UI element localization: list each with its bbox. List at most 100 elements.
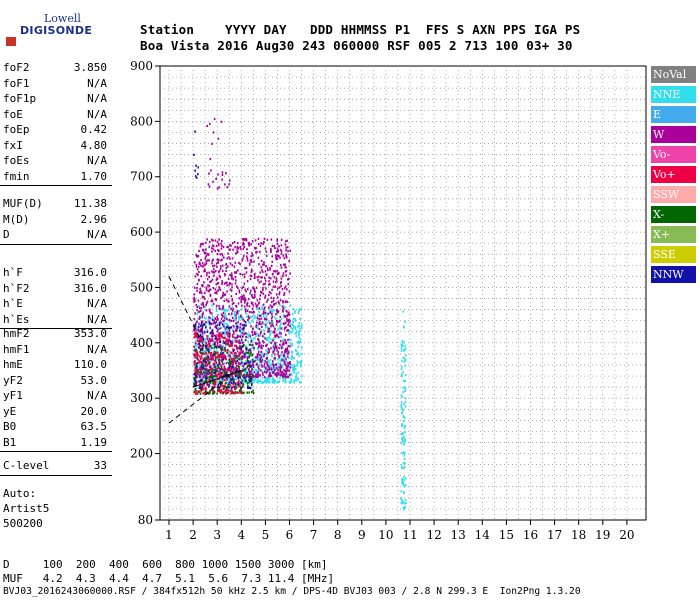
echo-point [282,363,284,366]
echo-point [201,372,204,376]
echo-point [260,346,262,349]
echo-point [402,379,405,382]
echo-point [233,271,236,274]
echo-point [208,259,210,262]
echo-point [211,278,214,281]
echo-point [269,333,271,336]
echo-point [265,250,268,253]
echo-point [227,326,230,330]
echo-point [261,347,263,350]
echo-point [211,368,214,371]
echo-point [200,368,203,371]
echo-point [280,318,283,321]
echo-point [256,276,259,279]
echo-point [212,271,215,274]
echo-point [221,264,224,267]
echo-point [279,361,282,364]
echo-point [270,347,272,350]
echo-point [287,361,289,365]
echo-point [256,321,258,324]
echo-point [227,300,229,303]
echo-point [283,328,286,331]
echo-point [291,351,293,354]
echo-point [220,376,223,380]
echo-point [401,422,403,426]
echo-point [219,288,222,292]
legend-entry-ssw: SSW [651,186,696,203]
echo-point [214,341,216,344]
echo-point [214,383,217,386]
echo-point [279,376,281,379]
echo-point [241,243,244,246]
echo-point [226,186,229,189]
echo-point [228,327,231,330]
echo-point [247,385,249,388]
echo-point [196,272,198,276]
echo-point [223,370,226,373]
echo-point [199,366,201,370]
echo-point [233,240,236,244]
echo-point [249,386,252,390]
echo-point [400,344,403,347]
echo-point [284,285,287,288]
echo-point [290,373,293,376]
echo-point [271,315,274,318]
echo-point [400,497,402,500]
y-tick-label: 900 [130,59,153,73]
echo-point [224,327,227,330]
echo-point [248,305,251,308]
echo-point [225,344,227,347]
echo-point [251,333,254,337]
echo-point [247,349,250,352]
echo-point [284,363,287,366]
echo-point [196,289,198,292]
echo-point [268,380,271,383]
echo-point [202,371,205,374]
echo-point [404,440,406,444]
echo-point [220,313,223,316]
param-separator [0,328,112,329]
param-separator [0,243,112,245]
echo-point [230,289,233,292]
echo-point [294,367,296,370]
echo-point [219,368,222,371]
echo-point [268,360,270,363]
echo-point [404,498,407,502]
echo-point [264,296,266,299]
echo-point [221,358,223,361]
echo-point [211,259,214,263]
echo-point [211,377,214,380]
echo-point [403,502,406,505]
echo-point [287,318,290,321]
echo-point [229,248,231,251]
echo-point [230,275,233,278]
echo-point [203,380,205,383]
echo-point [276,247,279,250]
echo-point [195,374,197,377]
echo-point [255,246,257,250]
echo-point [291,312,294,316]
echo-point [402,386,405,389]
echo-point [290,339,292,342]
x-tick-label: 16 [523,528,538,542]
echo-point [240,298,243,301]
echo-point [403,325,405,328]
echo-point [209,316,211,320]
echo-point [199,365,202,368]
echo-point [236,245,239,248]
echo-point [196,372,198,375]
echo-point [267,269,269,272]
echo-point [300,307,302,310]
echo-point [210,356,213,359]
echo-point [226,265,229,268]
echo-point [237,383,239,387]
echo-point [194,390,196,393]
echo-point [257,350,260,353]
echo-point [243,373,246,377]
echo-point [209,354,212,358]
echo-point [198,344,201,347]
echo-point [203,297,206,300]
echo-point [222,340,225,343]
echo-point [193,373,195,376]
param-value: 3.850 [73,61,107,74]
